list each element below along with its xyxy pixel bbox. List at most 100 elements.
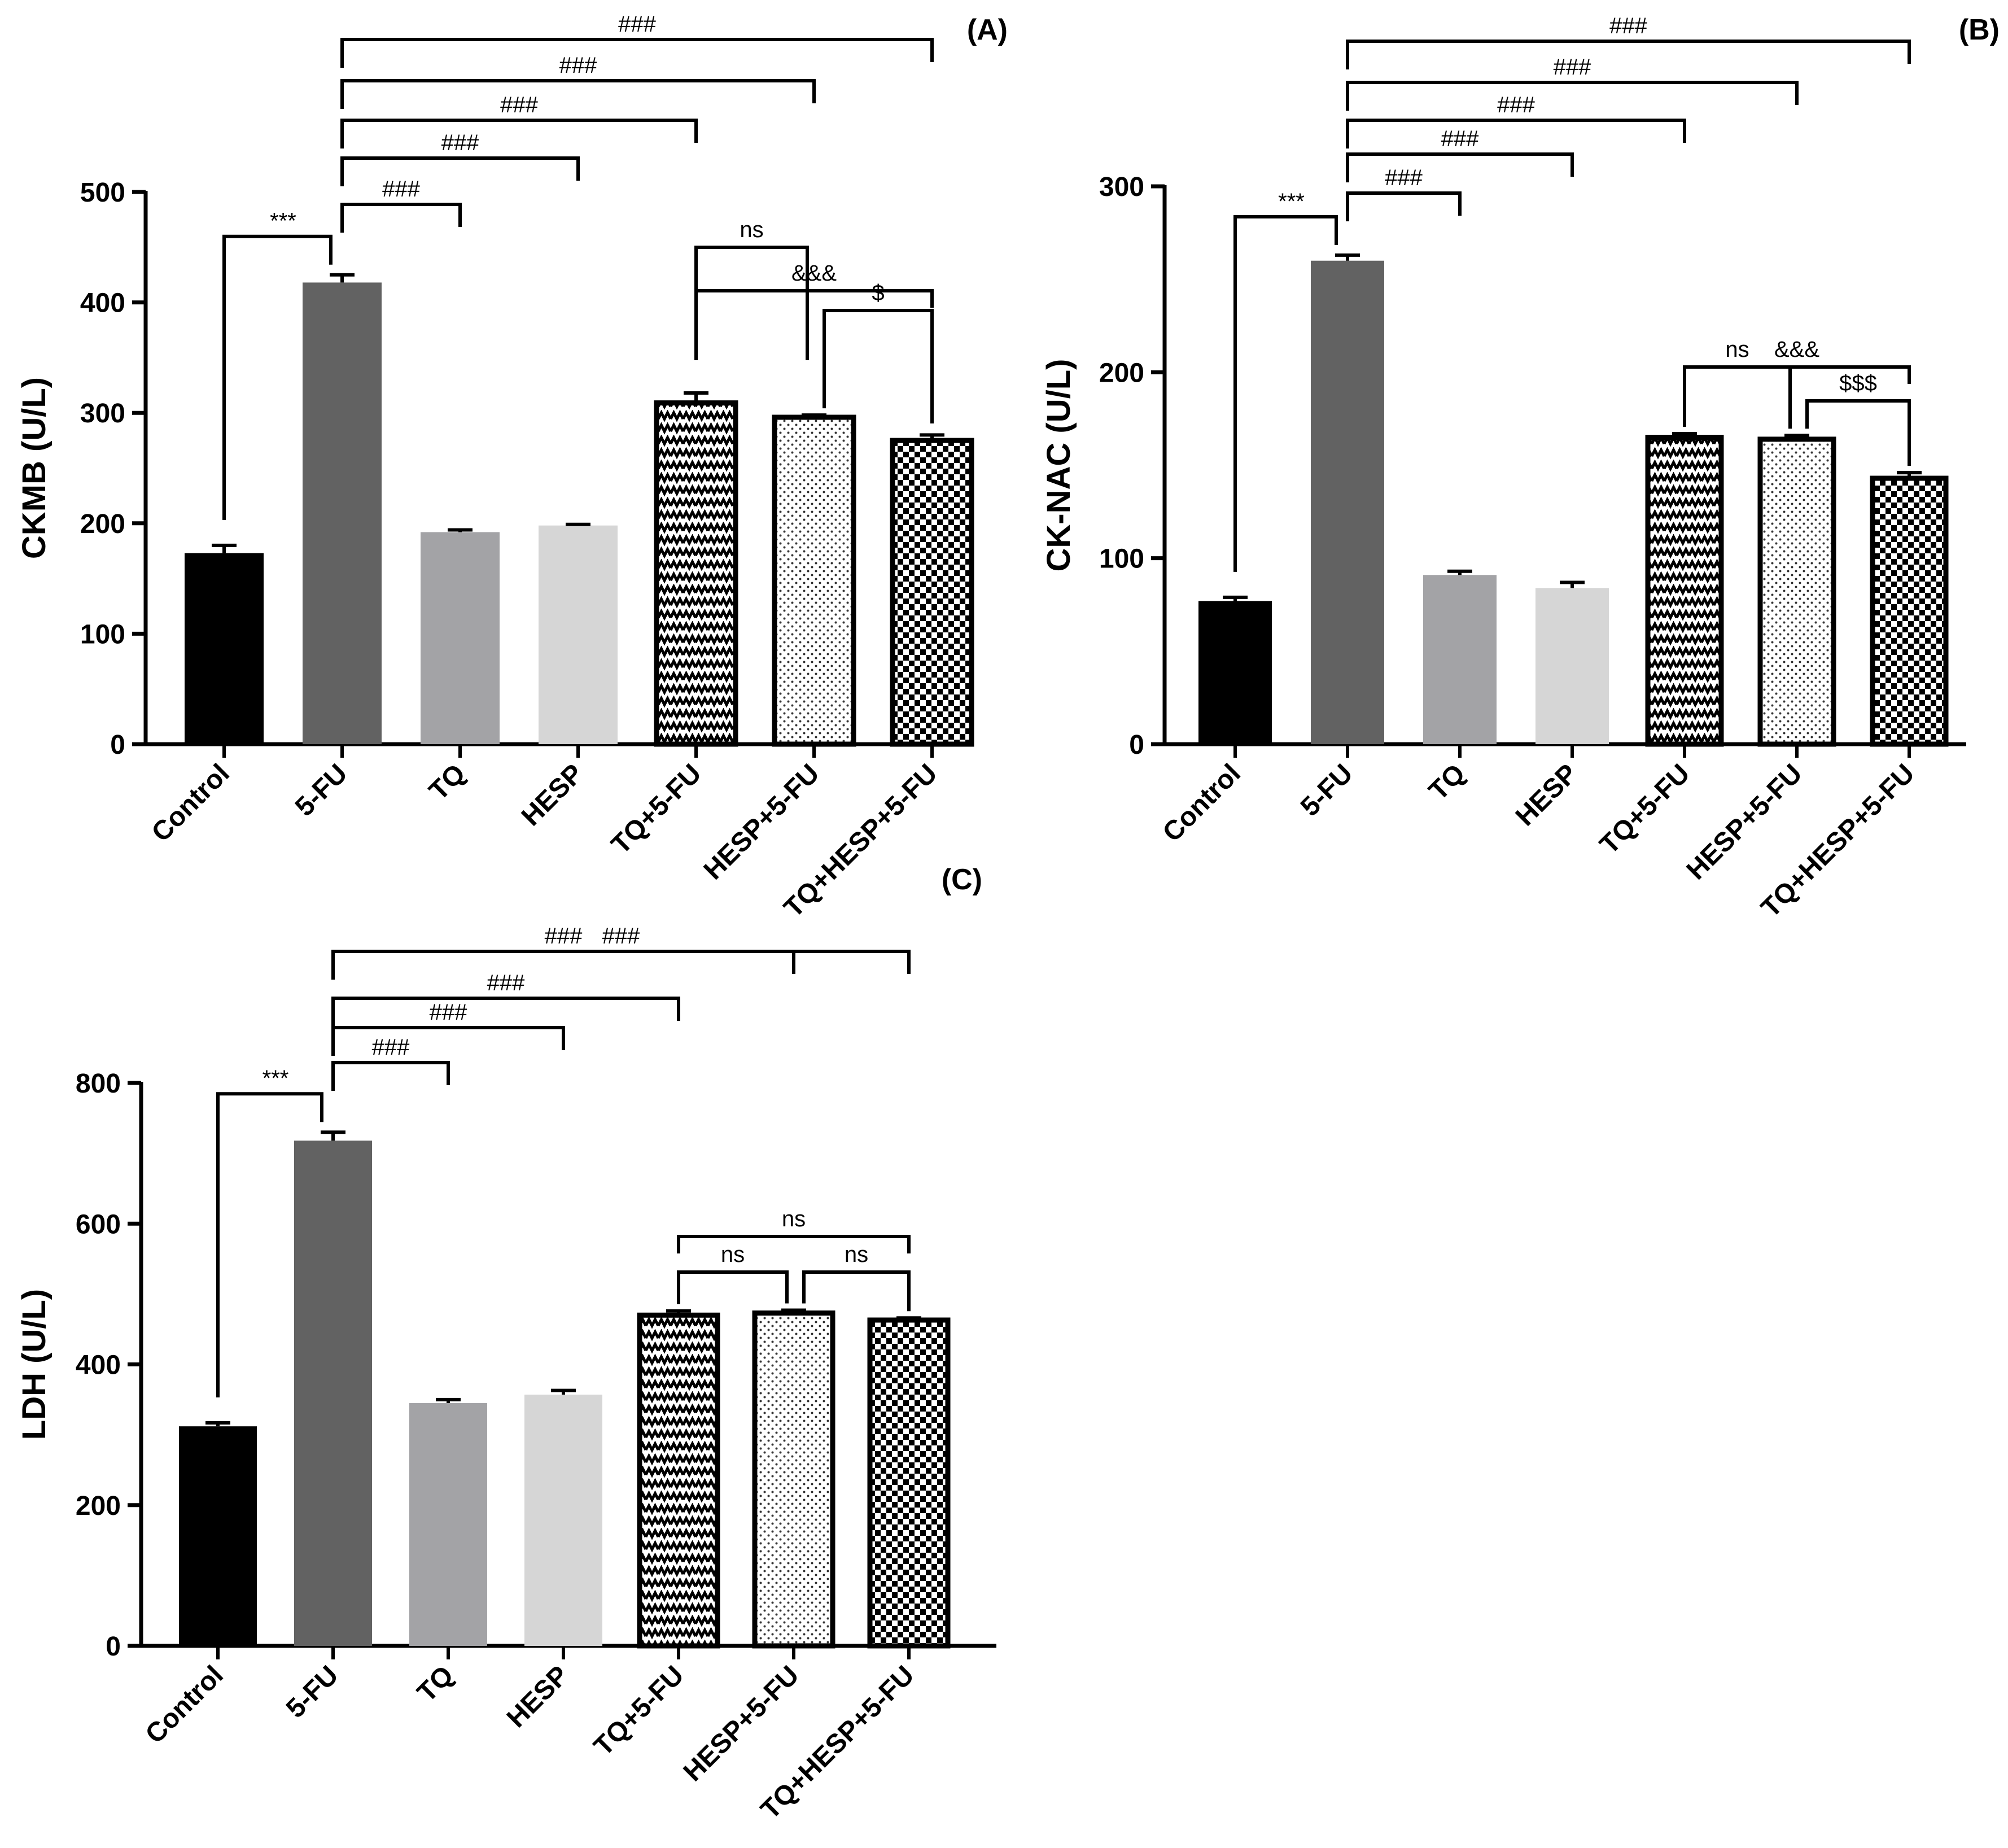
panel-a-y-tick-label: 500: [80, 178, 125, 208]
panel-a-significance-bracket: [823, 309, 934, 423]
panel-c-significance-bracket: [677, 1270, 789, 1304]
panel-b-significance-label: $$$: [1839, 371, 1877, 396]
panel-c-significance-bracket: [677, 1235, 911, 1253]
panel-b-y-tick-label: 0: [1129, 730, 1144, 760]
panel-c-y-tick-label: 600: [76, 1209, 121, 1239]
panel-a-significance-label: ###: [382, 177, 420, 202]
panel-b-significance-bracket: [1346, 119, 1686, 148]
panel-b-bar-hesp-plus-5-fu: [1757, 436, 1836, 747]
panel-c-significance-bracket: [331, 1061, 450, 1091]
panel-b-significance-bracket: [1683, 365, 1911, 384]
panel-a-significance-bracket: [340, 156, 580, 186]
panel-c-significance-bracket: [331, 997, 680, 1026]
panel-b-y-tick-label: 200: [1099, 358, 1144, 388]
panel-c-significance-label: ###: [602, 924, 640, 949]
panel-c-category-label: TQ+5-FU: [588, 1660, 690, 1762]
panel-b-category-label: HESP: [1510, 758, 1583, 832]
panel-b-y-tick-label: 100: [1099, 544, 1144, 574]
panel-a-category-label: Control: [146, 758, 235, 847]
panel-b-significance-label: ###: [1441, 126, 1479, 151]
chart-panel-b: (B) CK-NAC (U/L) 0 100 200 300 Control 5-FU TQ HE…: [1040, 14, 2000, 923]
panel-a-significance-label: $: [872, 281, 884, 305]
panel-b-significance-label: ns: [1725, 337, 1749, 362]
panel-b-bar-tq-plus-hesp-plus-5-fu: [1870, 475, 1949, 747]
panel-b-significance-bracket: [1233, 215, 1338, 572]
panel-a-significance-label: ###: [441, 130, 479, 155]
panel-c-significance-label: ###: [372, 1035, 410, 1060]
panel-b-significance-bracket: [1683, 365, 1792, 429]
panel-c-category-label: HESP+5-FU: [678, 1660, 805, 1787]
panel-b-category-label: Control: [1157, 758, 1246, 847]
panel-a-category-label: 5-FU: [290, 758, 353, 822]
panel-a-significance-label: ***: [270, 209, 296, 234]
panel-b-significance-label: ###: [1497, 93, 1535, 117]
panel-b-bar-hesp: [1535, 588, 1609, 744]
panel-c-significance-bracket: [331, 1026, 565, 1056]
panel-c-significance-label: ###: [545, 924, 583, 949]
panel-a-y-tick-label: 200: [80, 509, 125, 539]
panel-a-bar-hesp-plus-5-fu: [772, 414, 856, 747]
panel-a-y-tick-label: 100: [80, 619, 125, 649]
panel-c-y-tick-label: 800: [76, 1069, 121, 1099]
panel-b-significance-bracket: [1346, 152, 1574, 182]
panel-a-y-tick-label: 400: [80, 289, 125, 318]
panel-c-significance-label: ###: [430, 1000, 467, 1025]
panel-b-bar-tq-plus-5-fu: [1645, 435, 1724, 747]
panel-a-bar-tq-plus-hesp-plus-5-fu: [890, 438, 974, 747]
panel-c-significance-label: ns: [721, 1242, 745, 1267]
panel-c-bar-hesp: [524, 1395, 602, 1646]
panel-a-category-label: TQ: [423, 758, 471, 806]
panel-c-significance-bracket: [331, 950, 795, 980]
panel-c-y-tick-label: 200: [76, 1491, 121, 1521]
panel-a-category-label: TQ+5-FU: [606, 758, 707, 860]
panel-c-y-axis-title: LDH (U/L): [16, 1289, 53, 1440]
chart-panel-a: (A) CKMB (U/L) 0 100 200 300 400 500 Control 5-FU…: [16, 12, 1008, 923]
panel-c-significance-label: ###: [487, 971, 525, 995]
panel-c-bar-hesp-plus-5-fu: [752, 1310, 835, 1649]
panel-b-significance-label: ###: [1385, 165, 1423, 190]
panel-c-label: (C): [942, 863, 982, 896]
panel-a-significance-bracket: [340, 79, 816, 109]
panel-b-significance-label: ###: [1554, 55, 1591, 80]
panel-b-category-label: TQ+5-FU: [1594, 758, 1696, 860]
panel-c-significance-bracket: [216, 1092, 323, 1397]
panel-b-label: (B): [1959, 14, 2000, 46]
panel-a-y-tick-label: 0: [110, 730, 125, 760]
panel-c-significance-label: ***: [263, 1066, 289, 1091]
panel-b-category-label: TQ: [1423, 758, 1471, 806]
panel-c-bar-control: [179, 1426, 257, 1646]
panel-a-label: (A): [967, 14, 1008, 46]
panel-b-significance-label: ###: [1609, 14, 1647, 38]
panel-b-significance-bracket: [1346, 40, 1911, 69]
panel-a-significance-bracket: [694, 246, 809, 360]
panel-c-bar-tq-plus-5-fu: [637, 1312, 720, 1649]
panel-a-significance-label: &&&: [791, 261, 837, 286]
panel-b-bar-tq: [1423, 575, 1497, 744]
panel-c-category-label: HESP: [501, 1660, 575, 1733]
panel-c-significance-bracket: [802, 1270, 911, 1312]
panel-c-category-label: 5-FU: [281, 1660, 344, 1724]
panel-a-significance-bracket: [340, 203, 462, 233]
panel-a-category-label: HESP+5-FU: [698, 758, 825, 885]
panel-b-bar-5-fu: [1311, 260, 1384, 744]
panel-b-significance-label: &&&: [1774, 337, 1819, 362]
panel-c-bar-tq: [409, 1403, 487, 1646]
panel-b-category-label: HESP+5-FU: [1681, 758, 1808, 885]
panel-b-significance-bracket: [1346, 81, 1799, 111]
panel-a-significance-label: ###: [500, 93, 538, 117]
panel-c-category-label: TQ: [412, 1660, 460, 1708]
panel-a-significance-label: ###: [618, 12, 656, 37]
panel-a-bar-hesp: [539, 525, 618, 744]
panel-a-y-tick-label: 300: [80, 399, 125, 429]
panel-c-category-label: Control: [140, 1660, 229, 1749]
panel-b-bar-control: [1198, 601, 1272, 744]
panel-a-bar-tq: [421, 532, 500, 744]
panel-c-bar-tq-plus-hesp-plus-5-fu: [867, 1317, 951, 1649]
panel-c-significance-bracket: [331, 950, 911, 980]
panel-b-y-axis-title: CK-NAC (U/L): [1040, 359, 1077, 572]
panel-c-bar-5-fu: [294, 1141, 372, 1646]
chart-panel-c: (C) LDH (U/L) 0 200 400 600 800 Control 5-FU TQ HE…: [16, 863, 996, 1825]
panel-b-significance-bracket: [1805, 399, 1911, 466]
panel-a-y-axis-title: CKMB (U/L): [16, 377, 53, 559]
